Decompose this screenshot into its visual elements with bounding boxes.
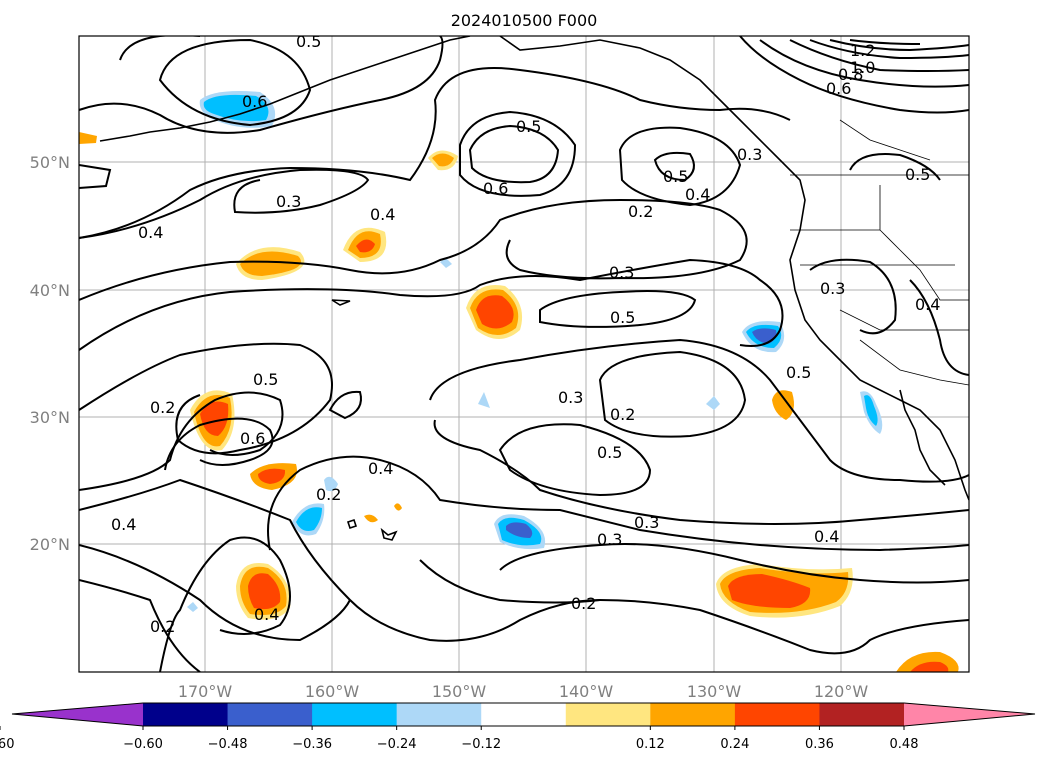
- longitude-label: 160°W: [305, 682, 360, 701]
- colorbar-segment: [312, 703, 398, 726]
- contour-label: 0.4: [814, 527, 839, 546]
- longitude-label: 170°W: [178, 682, 233, 701]
- contour-label: 0.3: [276, 192, 301, 211]
- colorbar-tick-label: −0.12: [461, 737, 501, 752]
- contour-label: 0.3: [609, 263, 634, 282]
- colorbar-tick-label: 0.36: [805, 737, 834, 752]
- latitude-label: 30°N: [30, 408, 70, 427]
- contour-label: 0.6: [242, 92, 267, 111]
- contour-label: 0.4: [254, 605, 279, 624]
- contour-label: 0.2: [610, 405, 635, 424]
- colorbar-tick-label: 0.24: [720, 737, 749, 752]
- colorbar-tick-label: −0.36: [292, 737, 332, 752]
- contour-label: 0.4: [915, 295, 940, 314]
- colorbar-segment: [565, 703, 651, 726]
- plot-frame: [78, 35, 970, 673]
- contour-label: 0.4: [685, 185, 710, 204]
- contour-label: 0.5: [296, 32, 321, 51]
- colorbar-tick-label: −0.60: [123, 737, 163, 752]
- contour-label: 1.2: [850, 41, 875, 60]
- latitude-labels: 50°N 40°N 30°N 20°N: [30, 153, 70, 554]
- longitude-label: 120°W: [814, 682, 869, 701]
- longitude-labels: 170°W 160°W 150°W 140°W 130°W 120°W: [178, 682, 869, 701]
- longitude-label: 130°W: [687, 682, 742, 701]
- contour-label: 1.0: [850, 58, 875, 77]
- colorbar-segment: [650, 703, 736, 726]
- contour-label: 0.5: [610, 308, 635, 327]
- longitude-label: 140°W: [559, 682, 614, 701]
- colorbar-tick-label: −0.24: [377, 737, 417, 752]
- political-borders: [790, 119, 969, 386]
- latitude-label: 20°N: [30, 535, 70, 554]
- contour-label: 0.3: [737, 145, 762, 164]
- contour-label: 0.4: [368, 459, 393, 478]
- contour-label: 0.4: [370, 205, 395, 224]
- colorbar-segment: [734, 703, 820, 726]
- colorbar: −0.60 −0.48 −0.36 −0.24 −0.12 0.12 0.24 0.36 0.4…: [0, 702, 1036, 752]
- contour-label: 0.2: [571, 594, 596, 613]
- contour-label: 0.6: [483, 179, 508, 198]
- plot-background: [79, 36, 969, 672]
- colorbar-tick-label: 0.60: [0, 737, 14, 752]
- contour-label: 0.5: [905, 165, 930, 184]
- contour-label: 0.6: [240, 429, 265, 448]
- contour-label: 0.3: [634, 513, 659, 532]
- colorbar-segments: [12, 703, 1035, 726]
- contour-label: 0.2: [628, 202, 653, 221]
- colorbar-segment: [227, 703, 313, 726]
- contour-label: 0.2: [150, 398, 175, 417]
- colorbar-extension-high: [904, 703, 1035, 726]
- contour-label: 0.2: [316, 485, 341, 504]
- contour-label: 0.5: [663, 167, 688, 186]
- longitude-label: 150°W: [432, 682, 487, 701]
- contour-label: 0.5: [786, 363, 811, 382]
- contour-label: 0.5: [253, 370, 278, 389]
- contour-label: 0.3: [597, 530, 622, 549]
- latitude-label: 40°N: [30, 281, 70, 300]
- colorbar-segment: [143, 703, 229, 726]
- contour-label: 0.4: [111, 515, 136, 534]
- contour-label: 0.3: [558, 388, 583, 407]
- colorbar-segment: [819, 703, 905, 726]
- contour-label: 0.5: [597, 443, 622, 462]
- contour-lines: [79, 36, 969, 672]
- contour-label: 0.5: [516, 117, 541, 136]
- latitude-label: 50°N: [30, 153, 70, 172]
- contour-label: 0.4: [138, 223, 163, 242]
- contour-label: 0.6: [826, 79, 851, 98]
- colorbar-ticks: −0.60 −0.48 −0.36 −0.24 −0.12 0.12 0.24 0.36 0.4…: [0, 726, 918, 752]
- colorbar-tick-label: −0.48: [208, 737, 248, 752]
- colorbar-segment: [481, 703, 567, 726]
- contour-label: 0.8: [838, 65, 863, 84]
- contour-label: 0.2: [150, 617, 175, 636]
- colorbar-tick-label: 0.12: [636, 737, 665, 752]
- colorbar-segment: [396, 703, 482, 726]
- contour-labels: 0.6 0.5 0.6 0.5 0.4 0.3 0.4 0.4 0.2 0.3 …: [111, 32, 940, 636]
- contour-label: 0.3: [820, 279, 845, 298]
- figure-title: 2024010500 F000: [451, 11, 598, 30]
- colorbar-extension-low: [12, 703, 143, 726]
- colorbar-tick-label: 0.48: [890, 737, 919, 752]
